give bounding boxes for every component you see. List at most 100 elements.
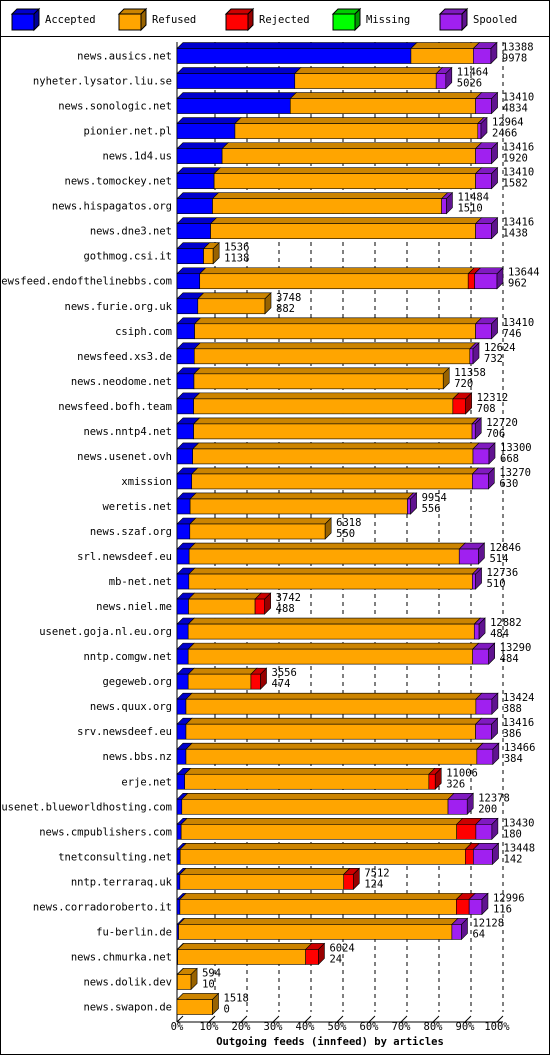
offered-label: 12378 (478, 792, 510, 804)
bar-segment (472, 448, 490, 465)
bar-segment (176, 398, 194, 415)
bar-top (176, 142, 229, 149)
legend-swatch (118, 13, 142, 31)
bar-segment (467, 273, 475, 290)
bar-segment (468, 899, 483, 915)
bar-side (481, 892, 489, 916)
accepted-label: 1920 (503, 153, 528, 165)
x-tick (336, 1015, 344, 1023)
bar-top (197, 292, 272, 300)
bar-segment (475, 98, 492, 114)
bar-side (491, 317, 498, 340)
bar-segment (187, 648, 473, 665)
bar-top (176, 217, 218, 224)
bar-segment (176, 448, 193, 465)
offered-label: 12312 (477, 392, 509, 404)
accepted-label: 386 (503, 728, 522, 740)
bar-top (189, 492, 415, 500)
bar-side (260, 667, 267, 690)
bar-top (176, 92, 298, 99)
category-label: nntp.comgw.net (83, 651, 172, 663)
bar-segment (177, 949, 306, 965)
bar-side (212, 241, 220, 265)
bar-segment (176, 473, 193, 490)
accepted-label: 474 (272, 678, 291, 690)
offered-label: 594 (202, 967, 221, 979)
accepted-label: 1138 (224, 253, 249, 265)
bar-segment (176, 348, 195, 365)
category-label: news.1d4.us (102, 151, 172, 163)
category-label: gothmog.csi.it (83, 251, 172, 263)
category-label: gegeweb.org (102, 676, 172, 688)
bar-segment (294, 73, 437, 89)
category-label: news.niel.me (96, 601, 172, 613)
bar-segment (254, 598, 265, 615)
category-label: newsfeed.bofh.team (58, 401, 172, 413)
bar-segment (441, 198, 447, 214)
bar-top (176, 117, 242, 124)
x-tick-label: 40% (296, 1021, 316, 1033)
offered-label: 12720 (486, 417, 518, 429)
bar-segment (193, 423, 473, 440)
legend-label: Rejected (259, 14, 310, 26)
bar-segment (471, 423, 476, 440)
bar-segment (210, 223, 476, 239)
accepted-label: 488 (276, 603, 295, 615)
bar-side (318, 942, 325, 966)
offered-label: 1518 (224, 992, 249, 1004)
bar-side (264, 592, 271, 615)
bar-segment (212, 198, 442, 214)
legend-label: Missing (366, 14, 410, 26)
bar-side (488, 642, 495, 665)
offered-label: 7512 (364, 867, 389, 879)
bar-segment (185, 748, 478, 765)
x-tick-label: 0% (171, 1021, 184, 1033)
offered-label: 12996 (493, 892, 525, 904)
accepted-label: 556 (422, 503, 441, 515)
bar-segment (473, 48, 492, 64)
bar-segment (179, 899, 457, 915)
bar-top (410, 42, 481, 49)
bar-top (193, 367, 450, 375)
offered-label: 12128 (472, 917, 504, 929)
bar-segment (250, 673, 261, 690)
bar-side (472, 342, 480, 365)
accepted-label: 708 (477, 403, 496, 415)
bar-segment (193, 398, 454, 415)
bar-segment (176, 323, 195, 340)
bar-side (474, 417, 482, 440)
category-label: news.furie.org.uk (65, 301, 173, 313)
bar-top (187, 617, 482, 625)
bar-segment (176, 598, 189, 615)
bar-segment (176, 198, 213, 214)
x-tick-label: 70% (392, 1021, 412, 1033)
bar-segment (176, 773, 185, 790)
bar-segment (475, 173, 492, 189)
bar-segment (184, 773, 430, 790)
legend-swatch (225, 13, 249, 31)
accepted-label: 384 (504, 753, 523, 765)
accepted-label: 720 (454, 378, 473, 390)
bar-top (176, 42, 418, 49)
category-label: nyheter.lysator.liu.se (33, 76, 172, 88)
bar-top (192, 417, 479, 425)
offered-label: 13448 (504, 842, 536, 854)
offered-label: 11484 (457, 192, 489, 204)
bar-segment (458, 548, 479, 565)
accepted-label: 882 (276, 303, 295, 315)
bar-side (446, 191, 453, 215)
bar-side (491, 692, 499, 715)
bar-segment (176, 548, 190, 565)
accepted-label: 630 (499, 478, 518, 490)
bar-segment (474, 273, 498, 290)
bar-side (490, 41, 498, 65)
bar-segment (473, 623, 480, 640)
bar-side (434, 767, 442, 790)
bar-segment (475, 723, 492, 740)
offered-label: 12964 (492, 117, 524, 129)
accepted-label: 732 (484, 353, 503, 365)
category-label: pionier.net.pl (83, 126, 172, 138)
offered-label: 3742 (276, 592, 301, 604)
bar-segment (176, 373, 195, 390)
